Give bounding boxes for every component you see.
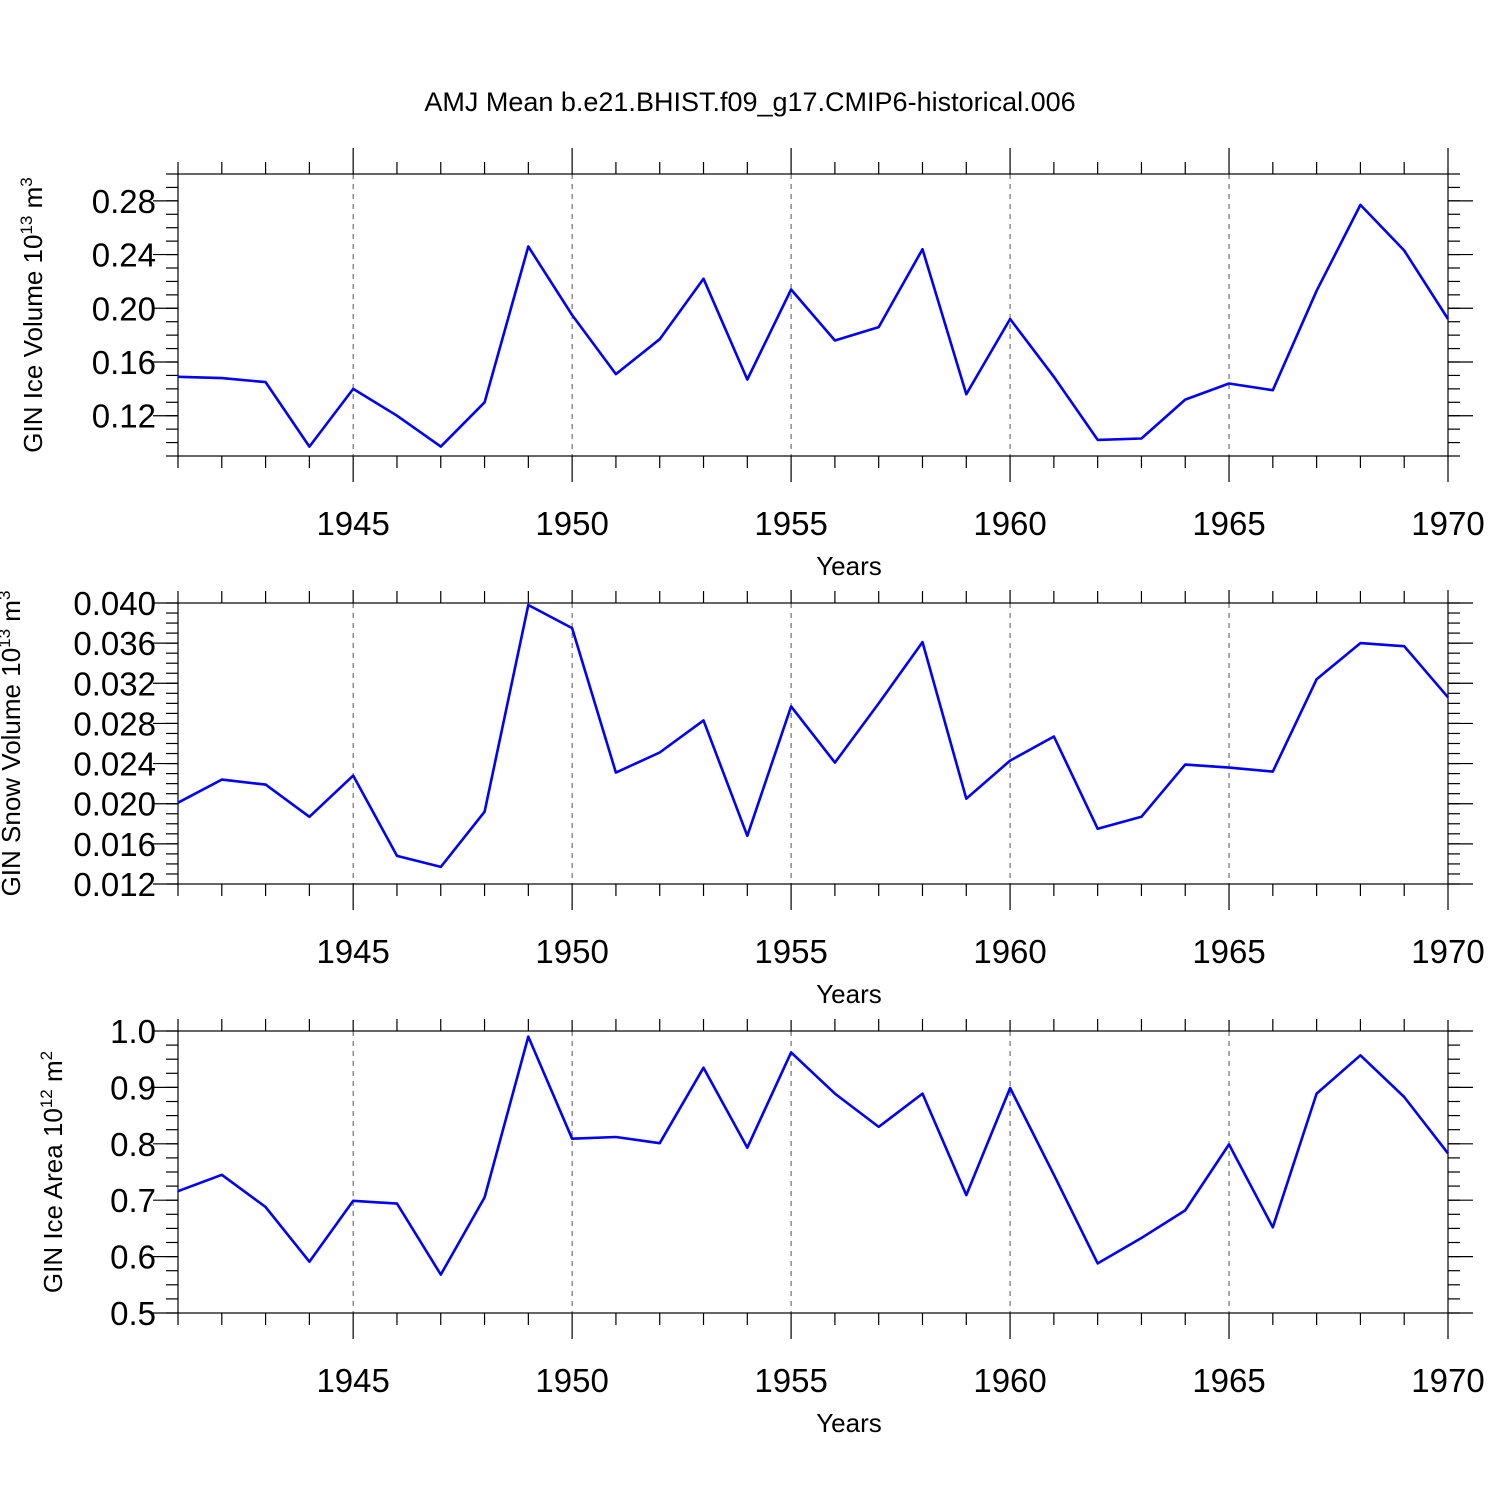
y-tick-label: 0.16 <box>92 344 156 381</box>
x-tick-label: 1945 <box>316 933 389 970</box>
y-tick-label: 0.5 <box>110 1295 156 1332</box>
x-axis-title: Years <box>816 979 882 1009</box>
chart-title: AMJ Mean b.e21.BHIST.f09_g17.CMIP6-histo… <box>424 87 1075 117</box>
y-tick-label: 0.036 <box>73 625 156 662</box>
y-axis-title: GIN Ice Volume 1013 m3 <box>17 177 48 453</box>
plot-frame <box>177 602 1449 885</box>
y-tick-label: 0.040 <box>73 585 156 622</box>
x-tick-label: 1950 <box>535 1362 608 1399</box>
plot-frame <box>177 173 1449 457</box>
series-line <box>177 203 1450 448</box>
x-tick-label: 1970 <box>1411 505 1484 542</box>
x-tick-label: 1950 <box>535 505 608 542</box>
x-tick-label: 1970 <box>1411 933 1484 970</box>
y-tick-label: 0.7 <box>110 1182 156 1219</box>
series-line <box>177 1035 1450 1276</box>
x-tick-label: 1955 <box>754 1362 827 1399</box>
y-tick-label: 0.012 <box>73 866 156 903</box>
x-tick-label: 1960 <box>973 1362 1046 1399</box>
x-tick-label: 1960 <box>973 505 1046 542</box>
y-tick-label: 0.024 <box>73 746 156 783</box>
series-line <box>177 603 1449 869</box>
x-tick-label: 1955 <box>754 505 827 542</box>
y-axis-title: GIN Snow Volume 1013 m3 <box>0 591 26 897</box>
x-tick-label: 1965 <box>1192 505 1265 542</box>
x-tick-label: 1955 <box>754 933 827 970</box>
y-tick-label: 0.24 <box>92 237 156 274</box>
y-tick-label: 0.28 <box>92 183 156 220</box>
x-tick-label: 1970 <box>1411 1362 1484 1399</box>
y-tick-label: 0.028 <box>73 705 156 742</box>
x-axis-title: Years <box>816 1408 882 1438</box>
y-tick-label: 0.016 <box>73 826 156 863</box>
panel-ice-volume: 0.12 0.16 0.20 0.24 0.28 1945 1950 1955 1960 1965… <box>17 148 1485 581</box>
y-tick-label: 1.0 <box>110 1013 156 1050</box>
y-tick-label: 0.20 <box>92 290 156 327</box>
x-tick-label: 1945 <box>316 1362 389 1399</box>
x-tick-label: 1960 <box>973 933 1046 970</box>
y-tick-label: 0.12 <box>92 398 156 435</box>
y-tick-label: 0.032 <box>73 665 156 702</box>
y-tick-label: 0.020 <box>73 786 156 823</box>
y-tick-label: 0.6 <box>110 1239 156 1276</box>
x-tick-label: 1965 <box>1192 1362 1265 1399</box>
y-axis-title: GIN Ice Area 1012 m2 <box>37 1051 68 1293</box>
x-tick-label: 1950 <box>535 933 608 970</box>
y-tick-label: 0.8 <box>110 1126 156 1163</box>
panel-ice-area: 0.5 0.6 0.7 0.8 0.9 1.0 1945 1950 1955 1960 1965 19… <box>37 1013 1485 1438</box>
x-tick-label: 1945 <box>316 505 389 542</box>
x-tick-label: 1965 <box>1192 933 1265 970</box>
y-tick-label: 0.9 <box>110 1069 156 1106</box>
x-axis-title: Years <box>816 551 882 581</box>
